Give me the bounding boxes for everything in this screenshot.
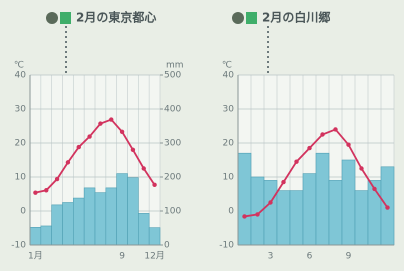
chart-title: 2月の東京都心 xyxy=(76,10,156,25)
y-tick-label: -10 xyxy=(11,241,26,251)
icon xyxy=(46,12,58,24)
y-tick-label: 0 xyxy=(20,207,26,217)
bar xyxy=(52,205,63,245)
line-point xyxy=(152,183,156,187)
bar xyxy=(84,188,95,245)
y-axis-label: ℃ xyxy=(14,61,24,71)
icon xyxy=(60,12,71,24)
bar xyxy=(290,191,303,245)
bar xyxy=(30,227,41,245)
line-point xyxy=(346,143,350,147)
page: {"chart_data": [ {"type": "combo", "titl… xyxy=(0,0,404,271)
line-point xyxy=(98,121,102,125)
bar xyxy=(41,226,52,245)
y2-tick-label: 0 xyxy=(164,241,170,251)
y2-tick-label: 500 xyxy=(164,71,181,81)
y2-tick-label: 300 xyxy=(164,139,181,149)
line-point xyxy=(87,134,91,138)
y-axis-label: ℃ xyxy=(222,61,232,71)
line-point xyxy=(281,180,285,184)
bar xyxy=(117,174,128,245)
bar xyxy=(73,198,84,245)
line-point xyxy=(320,132,324,136)
line-point xyxy=(359,166,363,170)
line-point xyxy=(385,205,389,209)
line-point xyxy=(77,145,81,149)
bar xyxy=(106,188,117,245)
x-tick-label: 9 xyxy=(119,252,125,262)
y-tick-label: 30 xyxy=(15,105,27,115)
bar xyxy=(138,213,149,245)
bar xyxy=(342,160,355,245)
y2-tick-label: 200 xyxy=(164,173,181,183)
line-point xyxy=(131,148,135,152)
line-point xyxy=(372,187,376,191)
bar xyxy=(277,191,290,245)
line-point xyxy=(307,146,311,150)
line-point xyxy=(44,188,48,192)
x-tick-label: 3 xyxy=(268,252,274,262)
line-point xyxy=(294,160,298,164)
icon xyxy=(232,12,244,24)
x-tick-label: 1月 xyxy=(28,251,43,262)
bar xyxy=(329,180,342,245)
bar xyxy=(63,203,74,246)
line-point xyxy=(109,117,113,121)
bar xyxy=(128,178,139,245)
icon xyxy=(246,12,257,24)
y-tick-label: 20 xyxy=(223,139,235,149)
bar xyxy=(95,193,106,245)
x-tick-label: 6 xyxy=(307,252,313,262)
line-point xyxy=(142,166,146,170)
y-tick-label: 10 xyxy=(15,173,27,183)
chart-title: 2月の白川郷 xyxy=(262,10,330,25)
bar xyxy=(238,153,251,245)
y-tick-label: 10 xyxy=(223,173,235,183)
y-tick-label: 20 xyxy=(15,139,27,149)
chart: 2月の東京都心 2月の白川郷 -100102030400100200300400… xyxy=(0,0,404,271)
line-point xyxy=(255,212,259,216)
y-tick-label: -10 xyxy=(219,241,234,251)
x-tick-label: 12月 xyxy=(144,251,164,262)
y2-axis-label: mm xyxy=(166,61,184,71)
bar xyxy=(303,174,316,245)
bar xyxy=(149,228,160,245)
y-tick-label: 0 xyxy=(228,207,234,217)
line-point xyxy=(268,200,272,204)
line-point xyxy=(33,190,37,194)
bar xyxy=(264,180,277,245)
y-tick-label: 40 xyxy=(15,71,27,81)
y-tick-label: 30 xyxy=(223,105,235,115)
y-tick-label: 40 xyxy=(223,71,235,81)
line-point xyxy=(55,177,59,181)
line-point xyxy=(333,127,337,131)
bar xyxy=(355,191,368,245)
line-point xyxy=(242,214,246,218)
line-point xyxy=(66,160,70,164)
line-point xyxy=(120,130,124,134)
y2-tick-label: 400 xyxy=(164,105,181,115)
bar xyxy=(316,153,329,245)
x-tick-label: 9 xyxy=(346,252,352,262)
y2-tick-label: 100 xyxy=(164,207,181,217)
